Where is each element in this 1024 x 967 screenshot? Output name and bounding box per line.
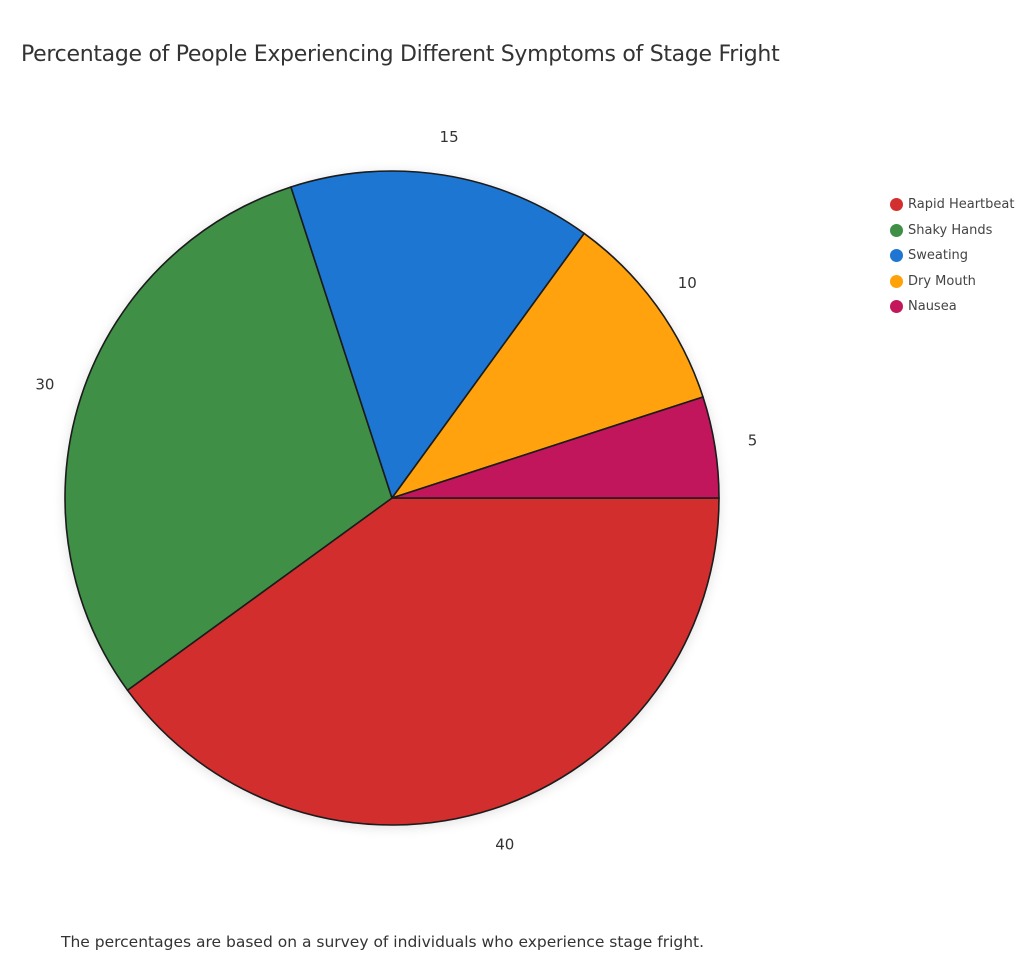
legend-label: Sweating (908, 248, 969, 264)
legend-item-shaky-hands[interactable]: Shaky Hands (890, 218, 1014, 244)
slice-value-label: 15 (440, 128, 459, 146)
pie-slice-shaky-hands[interactable] (64, 186, 393, 692)
pie-slice-nausea[interactable] (391, 396, 720, 499)
legend-item-dry-mouth[interactable]: Dry Mouth (890, 269, 1014, 295)
slice-value-label: 40 (495, 836, 514, 854)
slice-value-label: 30 (35, 376, 54, 394)
legend-dot-icon (890, 249, 903, 263)
legend-label: Nausea (908, 299, 957, 315)
slice-value-label: 10 (678, 274, 697, 292)
legend: Rapid Heartbeat Shaky Hands Sweating Dry… (890, 192, 1014, 320)
chart-title: Percentage of People Experiencing Differ… (21, 42, 780, 67)
pie-slice-dry-mouth[interactable] (391, 232, 704, 499)
legend-item-rapid-heartbeat[interactable]: Rapid Heartbeat (890, 192, 1014, 218)
legend-label: Shaky Hands (908, 222, 993, 238)
legend-item-nausea[interactable]: Nausea (890, 294, 1014, 320)
chart-footnote: The percentages are based on a survey of… (61, 933, 705, 951)
slice-value-label: 5 (748, 431, 758, 449)
pie-slice-sweating[interactable] (290, 170, 586, 499)
pie-slice-rapid-heartbeat[interactable] (126, 497, 720, 826)
legend-label: Dry Mouth (908, 273, 976, 289)
legend-dot-icon (890, 198, 903, 212)
legend-item-sweating[interactable]: Sweating (890, 243, 1014, 269)
legend-label: Rapid Heartbeat (908, 197, 1015, 213)
legend-dot-icon (890, 274, 903, 288)
legend-dot-icon (890, 223, 903, 237)
legend-dot-icon (890, 300, 903, 314)
